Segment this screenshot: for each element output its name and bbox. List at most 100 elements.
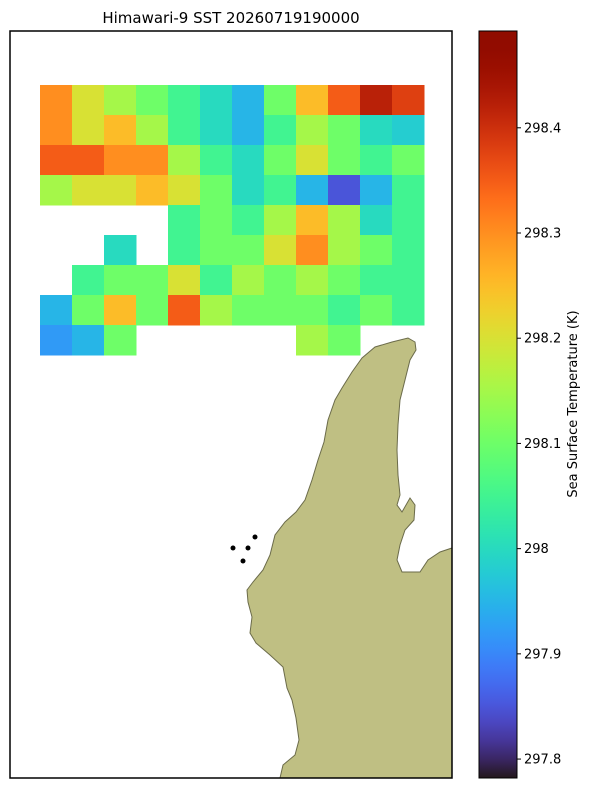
heatmap-cell [136, 85, 169, 116]
heatmap-cell [72, 175, 105, 206]
heatmap-cell [296, 295, 329, 326]
heatmap-cell [136, 295, 169, 326]
stations [230, 534, 258, 564]
colorbar-tick-label: 298 [524, 542, 549, 557]
colorbar-tick-label: 298.1 [524, 437, 561, 452]
heatmap-cell [200, 295, 233, 326]
heatmap-cell [168, 115, 201, 146]
heatmap-cell [136, 145, 169, 176]
heatmap-cell [104, 85, 137, 116]
heatmap-cell [168, 295, 201, 326]
colorbar-tick-label: 297.9 [524, 647, 561, 662]
heatmap-cell [200, 145, 233, 176]
heatmap-cell [104, 145, 137, 176]
heatmap-cell [296, 115, 329, 146]
heatmap-cell [104, 295, 137, 326]
heatmap-cell [168, 205, 201, 236]
heatmap-cell [328, 115, 361, 146]
heatmap-cell [392, 115, 425, 146]
heatmap-cell [264, 205, 297, 236]
heatmap-cell [328, 295, 361, 326]
heatmap-cell [168, 175, 201, 206]
colorbar-tick-label: 298.3 [524, 227, 561, 242]
heatmap-cell [200, 115, 233, 146]
heatmap-cell [168, 235, 201, 266]
heatmap-cell [264, 115, 297, 146]
station-dot [240, 558, 246, 564]
heatmap-cell [360, 265, 393, 296]
heatmap-cell [72, 295, 105, 326]
chart-title: Himawari-9 SST 20260719190000 [102, 9, 359, 27]
heatmap-cell [328, 325, 361, 356]
heatmap-cell [136, 175, 169, 206]
heatmap-cell [40, 325, 73, 356]
heatmap-cell [200, 175, 233, 206]
heatmap-cell [232, 205, 265, 236]
heatmap-cell [392, 295, 425, 326]
heatmap-cell [360, 145, 393, 176]
map-frame [9, 30, 453, 779]
heatmap-cell [264, 265, 297, 296]
heatmap-cell [40, 85, 73, 116]
heatmap-cell [72, 115, 105, 146]
heatmap-cell [200, 265, 233, 296]
heatmap-cell [328, 235, 361, 266]
heatmap-cell [200, 85, 233, 116]
heatmap-cell [232, 145, 265, 176]
heatmap-cell [168, 265, 201, 296]
heatmap-cell [200, 205, 233, 236]
heatmap-cell [296, 325, 329, 356]
heatmap-cell [72, 145, 105, 176]
heatmap-cell [264, 235, 297, 266]
heatmap-cell [40, 175, 73, 206]
heatmap-cell [296, 205, 329, 236]
heatmap-cell [328, 85, 361, 116]
heatmap-cell [328, 145, 361, 176]
heatmap-cell [264, 85, 297, 116]
heatmap-cell [296, 235, 329, 266]
heatmap-cell [360, 235, 393, 266]
heatmap-cell [264, 145, 297, 176]
colorbar-tick-label: 297.8 [524, 753, 561, 768]
heatmap-cell [392, 175, 425, 206]
heatmap-cell [264, 175, 297, 206]
heatmap-cell [232, 115, 265, 146]
heatmap-cell [40, 145, 73, 176]
station-dot [252, 534, 258, 540]
heatmap-cell [72, 265, 105, 296]
heatmap-cell [328, 205, 361, 236]
heatmap-cell [392, 145, 425, 176]
heatmap-cell [104, 265, 137, 296]
heatmap-cell [264, 295, 297, 326]
colorbar-label: Sea Surface Temperature (K) [566, 310, 581, 497]
heatmap-cell [296, 85, 329, 116]
heatmap-cell [360, 85, 393, 116]
heatmap-cell [360, 115, 393, 146]
heatmap-cell [360, 175, 393, 206]
colorbar-tick-label: 298.2 [524, 332, 561, 347]
heatmap-cell [392, 205, 425, 236]
heatmap-cell [296, 145, 329, 176]
heatmap-cell [392, 265, 425, 296]
station-dot [245, 545, 251, 551]
heatmap-cell [296, 265, 329, 296]
heatmap-cell [328, 175, 361, 206]
colorbar-tick-label: 298.4 [524, 121, 561, 136]
heatmap-cell [392, 235, 425, 266]
heatmap-cell [104, 115, 137, 146]
heatmap-cell [40, 115, 73, 146]
heatmap-cell [392, 85, 425, 116]
heatmap-cell [232, 295, 265, 326]
heatmap-cell [168, 85, 201, 116]
heatmap-cell [168, 145, 201, 176]
heatmap-cell [360, 205, 393, 236]
heatmap-cell [232, 85, 265, 116]
heatmap-cell [104, 235, 137, 266]
heatmap-cell [232, 235, 265, 266]
heatmap-cell [232, 265, 265, 296]
heatmap-cell [200, 235, 233, 266]
heatmap-cell [72, 325, 105, 356]
heatmap-cell [328, 265, 361, 296]
heatmap-cell [40, 295, 73, 326]
